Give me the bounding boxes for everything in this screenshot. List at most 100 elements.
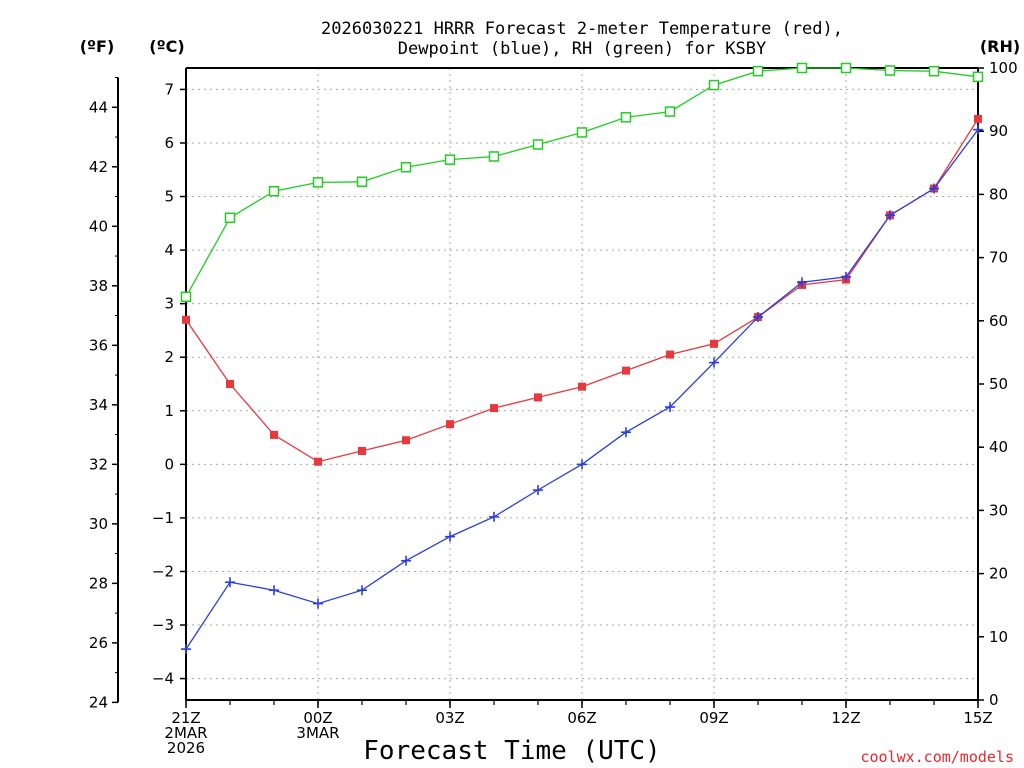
x-tick-label: 06Z <box>567 709 596 727</box>
temperature-point <box>666 350 674 359</box>
rh-tick-label: 0 <box>989 691 999 709</box>
dewpoint-point <box>621 427 631 438</box>
dewpoint-point <box>841 271 851 282</box>
rh-point <box>224 212 236 224</box>
dewpoint-point <box>357 585 367 596</box>
axes: 2426283032343638404244−4−3−2−10123456701… <box>89 59 1018 757</box>
x-tick-label: 2026 <box>167 739 205 757</box>
dewpoint-point <box>489 511 499 522</box>
rh-point <box>400 161 412 173</box>
dewpoint-point <box>577 459 587 470</box>
temperature-point <box>578 382 586 391</box>
fahrenheit-tick-label: 30 <box>89 515 108 533</box>
celsius-tick-label: 0 <box>164 455 174 473</box>
x-tick-label: 3MAR <box>296 724 339 742</box>
rh-point <box>312 177 324 188</box>
chart-title-line2: Dewpoint (blue), RH (green) for KSBY <box>398 39 766 59</box>
rh-tick-label: 70 <box>989 249 1008 267</box>
dewpoint-point <box>445 531 455 542</box>
dewpoint-point <box>753 312 763 323</box>
fahrenheit-tick-label: 32 <box>89 455 108 473</box>
temperature-point <box>358 446 366 455</box>
fahrenheit-tick-label: 40 <box>89 217 108 235</box>
rh-tick-label: 80 <box>989 185 1008 203</box>
rh-point <box>180 291 192 303</box>
credit-text: coolwx.com/models <box>860 748 1014 766</box>
fahrenheit-tick-label: 42 <box>89 158 108 176</box>
rh-point <box>972 71 984 83</box>
dewpoint-point <box>665 402 675 413</box>
rh-tick-label: 30 <box>989 501 1008 519</box>
rh-point <box>884 65 896 76</box>
celsius-tick-label: −2 <box>152 562 174 580</box>
fahrenheit-tick-label: 24 <box>89 693 108 711</box>
x-tick-label: 03Z <box>435 709 464 727</box>
temperature-point <box>490 404 498 413</box>
rh-point <box>708 79 720 91</box>
temperature-point <box>314 457 322 466</box>
dewpoint-point <box>709 357 719 368</box>
temperature-point <box>534 393 542 402</box>
x-tick-label: 21Z <box>171 709 200 727</box>
rh-point <box>664 106 676 117</box>
rh-point <box>752 65 764 77</box>
fahrenheit-tick-label: 38 <box>89 277 108 295</box>
x-tick-label: 12Z <box>831 709 860 727</box>
celsius-tick-label: 3 <box>164 295 174 313</box>
rh-axis-unit: (RH) <box>980 37 1020 56</box>
rh-tick-label: 90 <box>989 122 1008 140</box>
series-layer <box>180 62 984 655</box>
fahrenheit-tick-label: 44 <box>89 98 108 116</box>
temperature-point <box>974 114 982 123</box>
rh-tick-label: 50 <box>989 375 1008 393</box>
x-tick-label: 15Z <box>963 709 992 727</box>
rh-point <box>488 151 500 162</box>
rh-tick-label: 40 <box>989 438 1008 456</box>
dewpoint-point <box>797 277 807 288</box>
dewpoint-point <box>973 124 983 135</box>
dewpoint-point <box>401 555 411 566</box>
dewpoint-point <box>181 644 191 655</box>
celsius-tick-label: 4 <box>164 241 174 259</box>
fahrenheit-tick-label: 26 <box>89 634 108 652</box>
x-tick-label: 00Z <box>303 709 332 727</box>
dewpoint-point <box>533 485 543 496</box>
temperature-point <box>622 366 630 375</box>
dewpoint-point <box>313 598 323 609</box>
celsius-tick-label: 6 <box>164 134 174 152</box>
rh-point <box>576 127 588 138</box>
rh-tick-label: 60 <box>989 312 1008 330</box>
rh-point <box>620 112 632 123</box>
celsius-axis-unit: (ºC) <box>149 37 184 56</box>
rh-point <box>928 65 940 77</box>
rh-point <box>840 62 852 74</box>
temperature-point <box>182 315 190 324</box>
rh-tick-label: 20 <box>989 565 1008 583</box>
temperature-point <box>270 430 278 439</box>
chart-title-line1: 2026030221 HRRR Forecast 2-meter Tempera… <box>321 19 843 39</box>
dewpoint-point <box>929 183 939 194</box>
fahrenheit-tick-label: 28 <box>89 574 108 592</box>
rh-point <box>444 154 456 165</box>
temperature-point <box>402 436 410 445</box>
celsius-tick-label: 2 <box>164 348 174 366</box>
rh-point <box>268 185 280 197</box>
dewpoint-point <box>269 585 279 596</box>
celsius-tick-label: −1 <box>152 509 174 527</box>
dewpoint-point <box>885 210 895 221</box>
celsius-tick-label: 7 <box>164 80 174 98</box>
fahrenheit-tick-label: 34 <box>89 396 108 414</box>
celsius-tick-label: −4 <box>152 670 174 688</box>
celsius-tick-label: −3 <box>152 616 174 634</box>
x-axis-label: Forecast Time (UTC) <box>363 736 660 766</box>
rh-point <box>532 139 544 150</box>
rh-point <box>356 176 368 188</box>
rh-tick-label: 100 <box>989 59 1018 77</box>
x-tick-label: 2MAR <box>164 724 207 742</box>
dewpoint-point <box>225 577 235 588</box>
celsius-tick-label: 5 <box>164 188 174 206</box>
rh-point <box>796 62 808 74</box>
temperature-point <box>446 420 454 429</box>
rh-tick-label: 10 <box>989 628 1008 646</box>
